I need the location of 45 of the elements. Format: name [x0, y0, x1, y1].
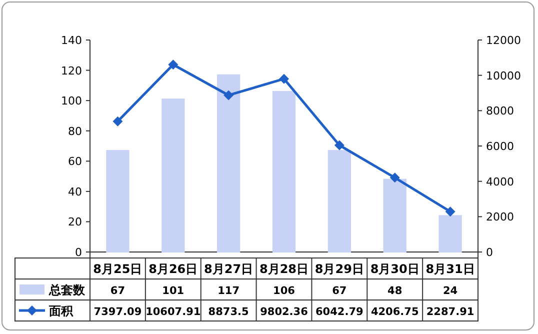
y2tick: 10000: [486, 69, 521, 82]
point: [334, 140, 344, 150]
ytick: 0: [75, 246, 82, 259]
point: [224, 90, 234, 100]
y2tick: 8000: [486, 104, 514, 118]
ytick: 100: [61, 94, 82, 108]
legend-label: 面积: [49, 304, 73, 318]
xtick: 8月28日: [259, 262, 309, 276]
ytick: 20: [68, 216, 82, 229]
data-label: 4206.75: [370, 306, 419, 318]
point: [279, 74, 289, 84]
data-label: 67: [332, 285, 347, 297]
data-label: 24: [442, 285, 458, 297]
legend-label: 总套数: [49, 283, 85, 297]
y2tick: 6000: [486, 140, 514, 153]
data-label: 6042.79: [316, 306, 364, 318]
y2tick: 4000: [486, 175, 514, 188]
xtick: 8月25日: [93, 262, 142, 276]
y2tick: 12000: [486, 34, 521, 47]
data-label: 48: [388, 285, 402, 297]
data-label: 10607.91: [146, 306, 201, 318]
ytick: 60: [68, 155, 82, 168]
ytick: 40: [68, 185, 82, 198]
point: [168, 60, 178, 70]
ytick: 140: [61, 34, 82, 47]
y2tick: 2000: [486, 210, 514, 224]
data-label: 7397.09: [94, 306, 142, 318]
data-label: 101: [162, 285, 184, 297]
data-label: 117: [218, 285, 240, 297]
xtick: 8月27日: [204, 262, 254, 276]
xtick: 8月31日: [426, 262, 475, 276]
data-label: 9802.36: [260, 306, 308, 318]
xtick: 8月29日: [314, 262, 364, 276]
data-label: 106: [273, 285, 295, 297]
point: [445, 206, 456, 217]
point: [390, 172, 400, 183]
ytick: 80: [68, 124, 82, 138]
point: [112, 116, 123, 126]
data-label: 2287.91: [426, 306, 474, 318]
y2tick: 0: [486, 246, 493, 259]
xtick: 8月26日: [148, 262, 198, 276]
data-label: 67: [110, 285, 126, 297]
xtick: 8月30日: [370, 262, 420, 276]
ytick: 120: [61, 64, 82, 78]
data-label: 8873.5: [208, 306, 249, 318]
